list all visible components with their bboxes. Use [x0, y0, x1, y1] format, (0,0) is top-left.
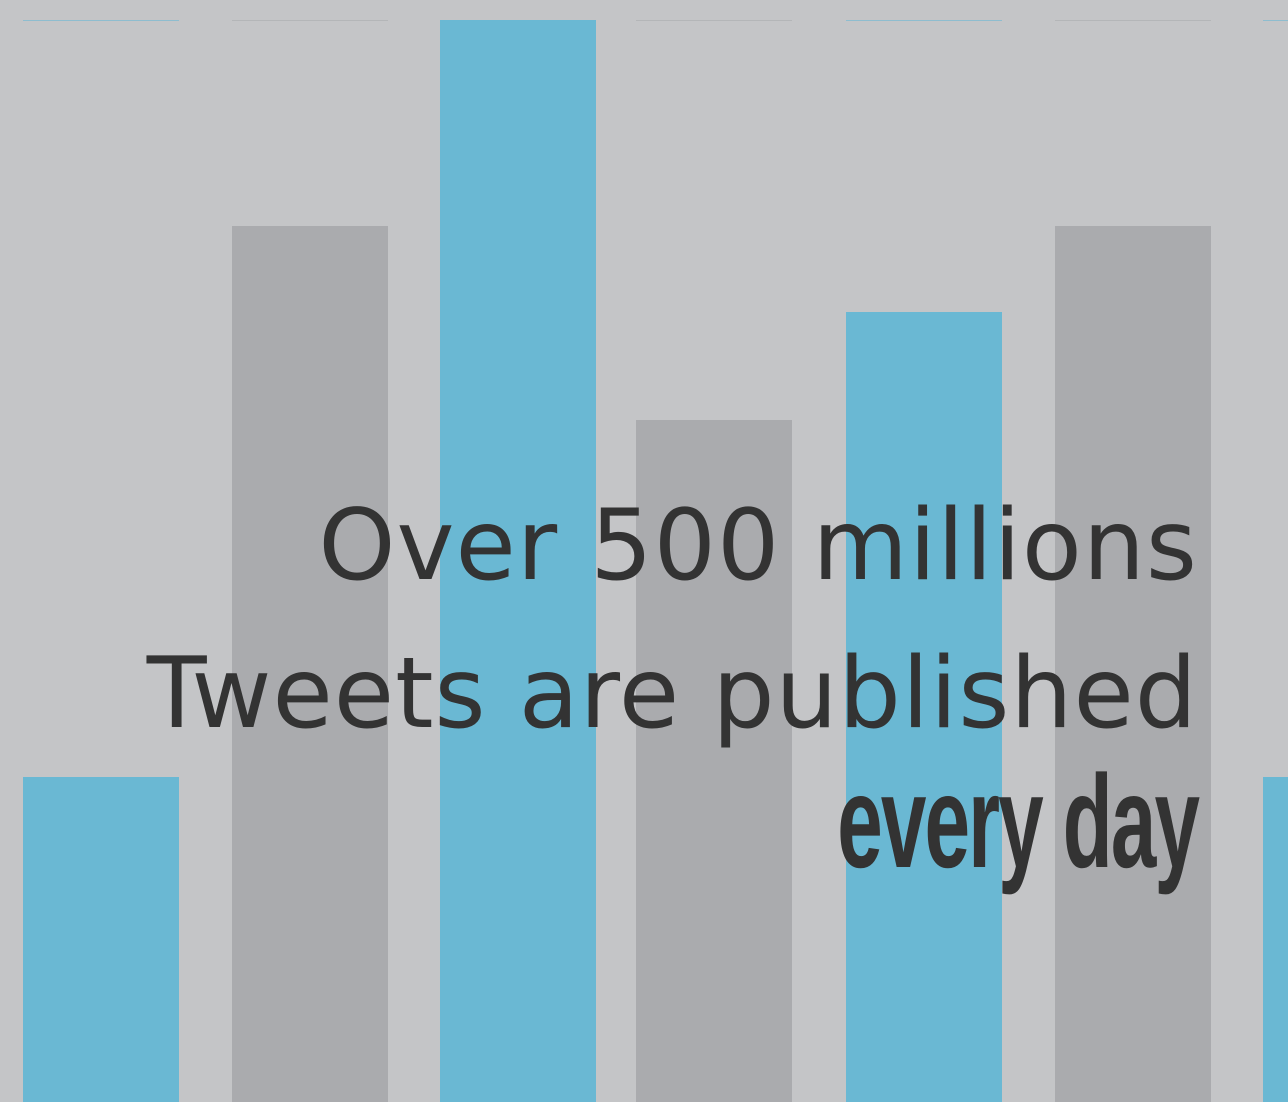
headline-emphasis: every day [837, 748, 1200, 895]
bar-top-hairline [846, 20, 1002, 21]
bar-top-hairline [23, 20, 179, 21]
decorative-bar [440, 20, 596, 1102]
bar-top-hairline [1263, 20, 1288, 21]
bar-top-hairline [636, 20, 792, 21]
decorative-bar [232, 226, 388, 1102]
decorative-bar [846, 312, 1002, 1102]
bar-top-hairline [232, 20, 388, 21]
bar-top-hairline [440, 20, 596, 21]
headline-line-1: Over 500 millions [318, 489, 1198, 603]
headline-line-2: Tweets are published [146, 637, 1198, 751]
decorative-bar [636, 420, 792, 1102]
decorative-bar [1055, 226, 1211, 1102]
bar-top-hairline [1055, 20, 1211, 21]
decorative-bar [1263, 777, 1288, 1102]
decorative-bar [23, 777, 179, 1102]
